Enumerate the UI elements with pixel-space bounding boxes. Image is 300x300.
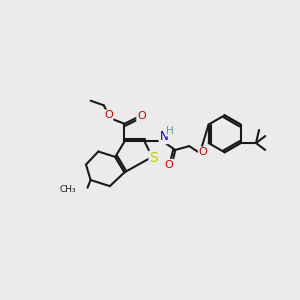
Text: S: S — [149, 152, 158, 165]
Text: O: O — [199, 147, 207, 157]
Text: O: O — [165, 160, 173, 170]
Text: O: O — [137, 111, 146, 121]
Text: O: O — [104, 110, 113, 120]
Text: CH₃: CH₃ — [59, 185, 76, 194]
Text: N: N — [159, 130, 168, 143]
Text: H: H — [166, 126, 174, 136]
